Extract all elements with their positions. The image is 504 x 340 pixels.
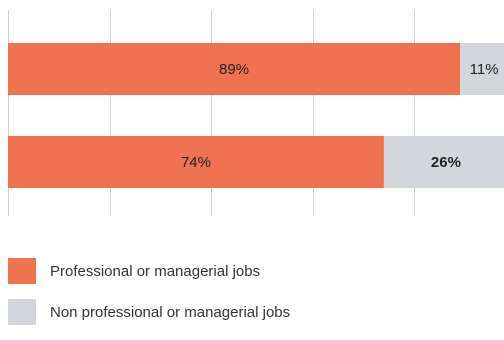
legend: Professional or managerial jobs Non prof… (8, 258, 290, 340)
data-label-professional-1: 89% (219, 61, 249, 78)
legend-swatch-professional (8, 258, 36, 284)
legend-item-professional: Professional or managerial jobs (8, 258, 290, 284)
legend-item-non-professional: Non professional or managerial jobs (8, 299, 290, 325)
data-label-non-professional-2: 26% (431, 154, 461, 171)
bar-segment-professional-1 (8, 43, 461, 95)
data-label-professional-2: 74% (181, 154, 211, 171)
chart-svg: 89% 11% 74% 26% (8, 10, 504, 216)
bar-segment-non-professional-2 (383, 136, 504, 188)
data-label-non-professional-1: 11% (470, 61, 499, 78)
bar-segment-professional-2 (8, 136, 384, 188)
bar-segment-non-professional-1 (460, 43, 504, 95)
legend-label-non-professional: Non professional or managerial jobs (50, 303, 291, 321)
legend-label-professional: Professional or managerial jobs (50, 262, 261, 280)
chart-area: 89% 11% 74% 26% (8, 10, 504, 216)
legend-swatch-non-professional (8, 299, 36, 325)
